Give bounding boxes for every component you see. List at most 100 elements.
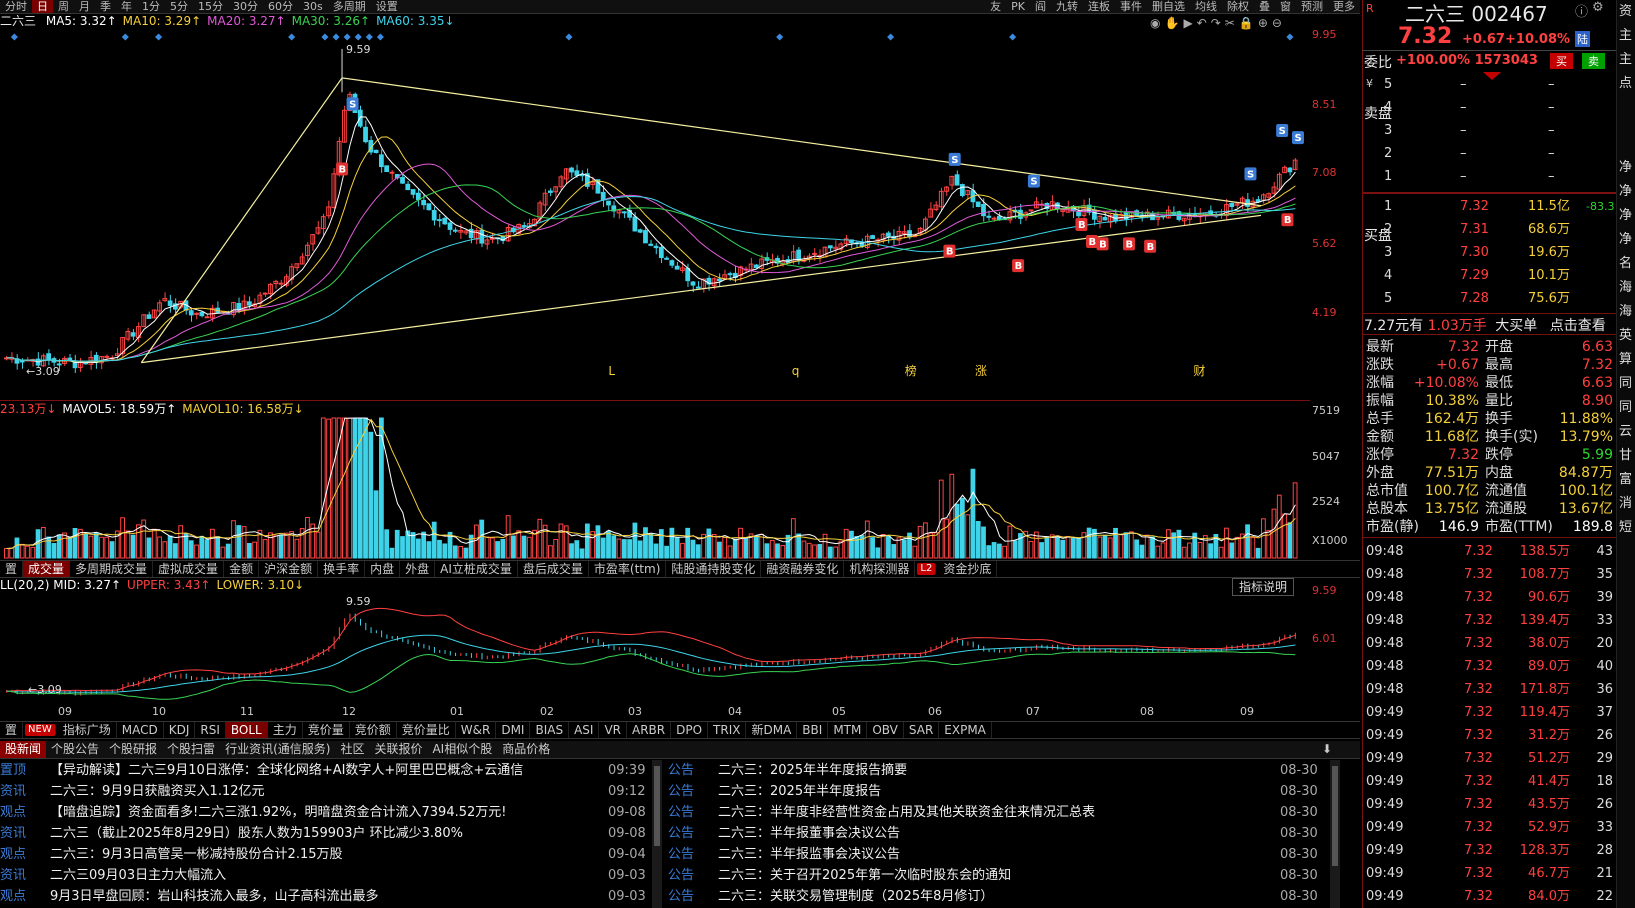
tab[interactable]: AI立桩成交量 bbox=[435, 561, 518, 577]
news-title[interactable]: 二六三（截止2025年8月29日）股东人数为159903户 环比减少3.80% bbox=[50, 826, 463, 841]
toolbar-item[interactable]: 窗 bbox=[1280, 0, 1291, 13]
edge-label[interactable]: 点 bbox=[1619, 76, 1633, 91]
edge-label[interactable]: 算 bbox=[1619, 352, 1633, 367]
tab[interactable]: 外盘 bbox=[400, 561, 436, 577]
event-letter[interactable]: L bbox=[608, 364, 615, 378]
tab[interactable]: 竞价量比 bbox=[397, 722, 456, 738]
tab[interactable]: 行业资讯(通信服务) bbox=[225, 742, 331, 756]
edge-label[interactable]: 名 bbox=[1619, 256, 1633, 271]
event-diamond-icon[interactable] bbox=[321, 33, 329, 41]
tab[interactable]: NEW bbox=[25, 724, 56, 736]
hand-icon[interactable]: ✋ bbox=[1164, 16, 1180, 30]
news-title[interactable]: 二六三：关于召开2025年第一次临时股东会的通知 bbox=[718, 868, 1012, 883]
tab[interactable]: 关联报价 bbox=[374, 742, 423, 756]
signal-marker-b[interactable]: B bbox=[336, 162, 349, 176]
edge-label[interactable]: 同 bbox=[1619, 400, 1633, 415]
period-tab[interactable]: 周 bbox=[58, 0, 69, 13]
news-item[interactable]: 资讯 二六三（截止2025年8月29日）股东人数为159903户 环比减少3.80… bbox=[0, 823, 650, 844]
event-diamond-icon[interactable] bbox=[155, 33, 163, 41]
signal-marker-s[interactable]: S bbox=[1276, 123, 1289, 137]
event-diamond-icon[interactable] bbox=[121, 33, 129, 41]
kline-chart[interactable]: 9.59←3.09SBSBBSBB B B BSSSBL q 榜涨财 bbox=[0, 30, 1310, 400]
tab[interactable]: 沪深金额 bbox=[259, 561, 319, 577]
event-diamond-icon[interactable] bbox=[343, 33, 351, 41]
news-item[interactable]: 置顶 【异动解读】二六三9月10日涨停：全球化网络+AI数字人+阿里巴巴概念+云通… bbox=[0, 760, 650, 781]
tab[interactable]: 竞价额 bbox=[350, 722, 397, 738]
tab[interactable]: 竞价量 bbox=[303, 722, 350, 738]
edge-label[interactable]: 同 bbox=[1619, 376, 1633, 391]
tab[interactable]: OBV bbox=[867, 722, 904, 738]
orderbook-row[interactable]: 5 7.28 75.6万 bbox=[1380, 288, 1620, 310]
signal-marker-s[interactable]: S bbox=[1292, 131, 1304, 145]
tab[interactable]: 虚拟成交量 bbox=[153, 561, 225, 577]
toolbar-item[interactable]: 友 bbox=[990, 0, 1002, 13]
signal-marker-b[interactable]: B bbox=[943, 244, 956, 258]
tab[interactable]: 股新闻 bbox=[0, 741, 47, 758]
news-title[interactable]: 【暗盘追踪】资金面看多!二六三涨1.92%，明暗盘资金合计流入7394.52万元… bbox=[50, 805, 507, 820]
info-icon[interactable]: ⓘ bbox=[1575, 5, 1589, 20]
event-diamond-icon[interactable] bbox=[1009, 33, 1017, 41]
news-title[interactable]: 二六三：9月9日获融资买入1.12亿元 bbox=[50, 784, 265, 799]
undo-icon[interactable]: ↶ bbox=[1196, 16, 1207, 30]
news-item[interactable]: 公告 二六三：半年报监事会决议公告 08-30 bbox=[668, 844, 1328, 865]
period-tab[interactable]: 15分 bbox=[198, 0, 223, 13]
toolbar-item[interactable]: PK bbox=[1011, 0, 1025, 13]
news-title[interactable]: 【异动解读】二六三9月10日涨停：全球化网络+AI数字人+阿里巴巴概念+云通信 bbox=[50, 763, 524, 778]
tab[interactable]: ARBR bbox=[627, 722, 672, 738]
tab[interactable]: TRIX bbox=[708, 722, 747, 738]
signal-marker-b[interactable]: B bbox=[1281, 213, 1294, 227]
signal-marker-s[interactable]: S bbox=[1244, 167, 1257, 181]
tab[interactable]: 个股研报 bbox=[109, 742, 158, 756]
tab[interactable]: BOLL bbox=[225, 722, 268, 738]
toolbar-item[interactable]: 事件 bbox=[1120, 0, 1142, 13]
tab[interactable]: BBI bbox=[797, 722, 829, 738]
period-tab[interactable]: 分时 bbox=[5, 0, 27, 13]
scrollbar[interactable] bbox=[1330, 760, 1340, 908]
period-tab[interactable]: 60分 bbox=[268, 0, 293, 13]
news-item[interactable]: 观点 【暗盘追踪】资金面看多!二六三涨1.92%，明暗盘资金合计流入7394.52… bbox=[0, 802, 650, 823]
edge-label[interactable]: 净 bbox=[1619, 160, 1633, 175]
tab[interactable]: 商品价格 bbox=[502, 742, 551, 756]
edge-label[interactable]: 英 bbox=[1619, 328, 1633, 343]
tab[interactable]: 融资融券变化 bbox=[761, 561, 845, 577]
toolbar-item[interactable]: 预测 bbox=[1301, 0, 1323, 13]
orderbook-row[interactable]: 2 – – bbox=[1380, 143, 1620, 165]
news-title[interactable]: 二六三：半年度非经营性资金占用及其他关联资金往来情况汇总表 bbox=[718, 805, 1096, 820]
play-icon[interactable]: ▶ bbox=[1183, 16, 1193, 30]
news-title[interactable]: 二六三：半年报监事会决议公告 bbox=[718, 847, 901, 862]
tab[interactable]: 陆股通持股变化 bbox=[666, 561, 762, 577]
orderbook-row[interactable]: 4 – – bbox=[1380, 97, 1620, 119]
toolbar-item[interactable]: 均线 bbox=[1195, 0, 1217, 13]
edge-label[interactable]: 主 bbox=[1619, 52, 1633, 67]
edge-label[interactable]: 海 bbox=[1619, 304, 1633, 319]
edge-label[interactable]: 甘 bbox=[1619, 448, 1633, 463]
event-diamond-icon[interactable] bbox=[332, 33, 340, 41]
tab[interactable]: ASI bbox=[569, 722, 600, 738]
period-tab[interactable]: 30分 bbox=[233, 0, 258, 13]
tab[interactable]: DMI bbox=[496, 722, 531, 738]
orderbook-row[interactable]: 3 7.30 19.6万 bbox=[1380, 242, 1620, 264]
toolbar-item[interactable]: 阎 bbox=[1035, 0, 1046, 13]
toolbar-item[interactable]: 删自选 bbox=[1152, 0, 1185, 13]
tab[interactable]: 社区 bbox=[340, 742, 365, 756]
event-diamond-icon[interactable] bbox=[1286, 33, 1294, 41]
edge-label[interactable]: 云 bbox=[1619, 424, 1633, 439]
tab[interactable]: 盘后成交量 bbox=[518, 561, 589, 577]
event-diamond-icon[interactable] bbox=[354, 33, 362, 41]
tab[interactable]: 指标广场 bbox=[58, 722, 117, 738]
period-tab[interactable]: 设置 bbox=[375, 0, 398, 13]
signal-marker-b[interactable]: B bbox=[1075, 218, 1088, 232]
orderbook-row[interactable]: 5 – – bbox=[1380, 74, 1620, 96]
tab[interactable]: MACD bbox=[117, 722, 164, 738]
zoom-in-icon[interactable]: ⊕ bbox=[1257, 16, 1268, 30]
tab[interactable]: 主力 bbox=[268, 722, 303, 738]
edge-label[interactable]: 消 bbox=[1619, 496, 1633, 511]
news-item[interactable]: 公告 二六三：半年度非经营性资金占用及其他关联资金往来情况汇总表 08-30 bbox=[668, 802, 1328, 823]
news-title[interactable]: 二六三：半年报董事会决议公告 bbox=[718, 826, 901, 841]
toolbar-item[interactable]: 更多 bbox=[1333, 0, 1355, 13]
download-icon[interactable]: ⬇ bbox=[1322, 742, 1333, 756]
event-diamond-icon[interactable] bbox=[365, 33, 373, 41]
news-item[interactable]: 观点 二六三：9月3日高管吴一彬减持股份合计2.15万股 09-04 bbox=[0, 844, 650, 865]
event-diamond-icon[interactable] bbox=[376, 33, 384, 41]
event-letter[interactable]: q bbox=[792, 364, 800, 378]
